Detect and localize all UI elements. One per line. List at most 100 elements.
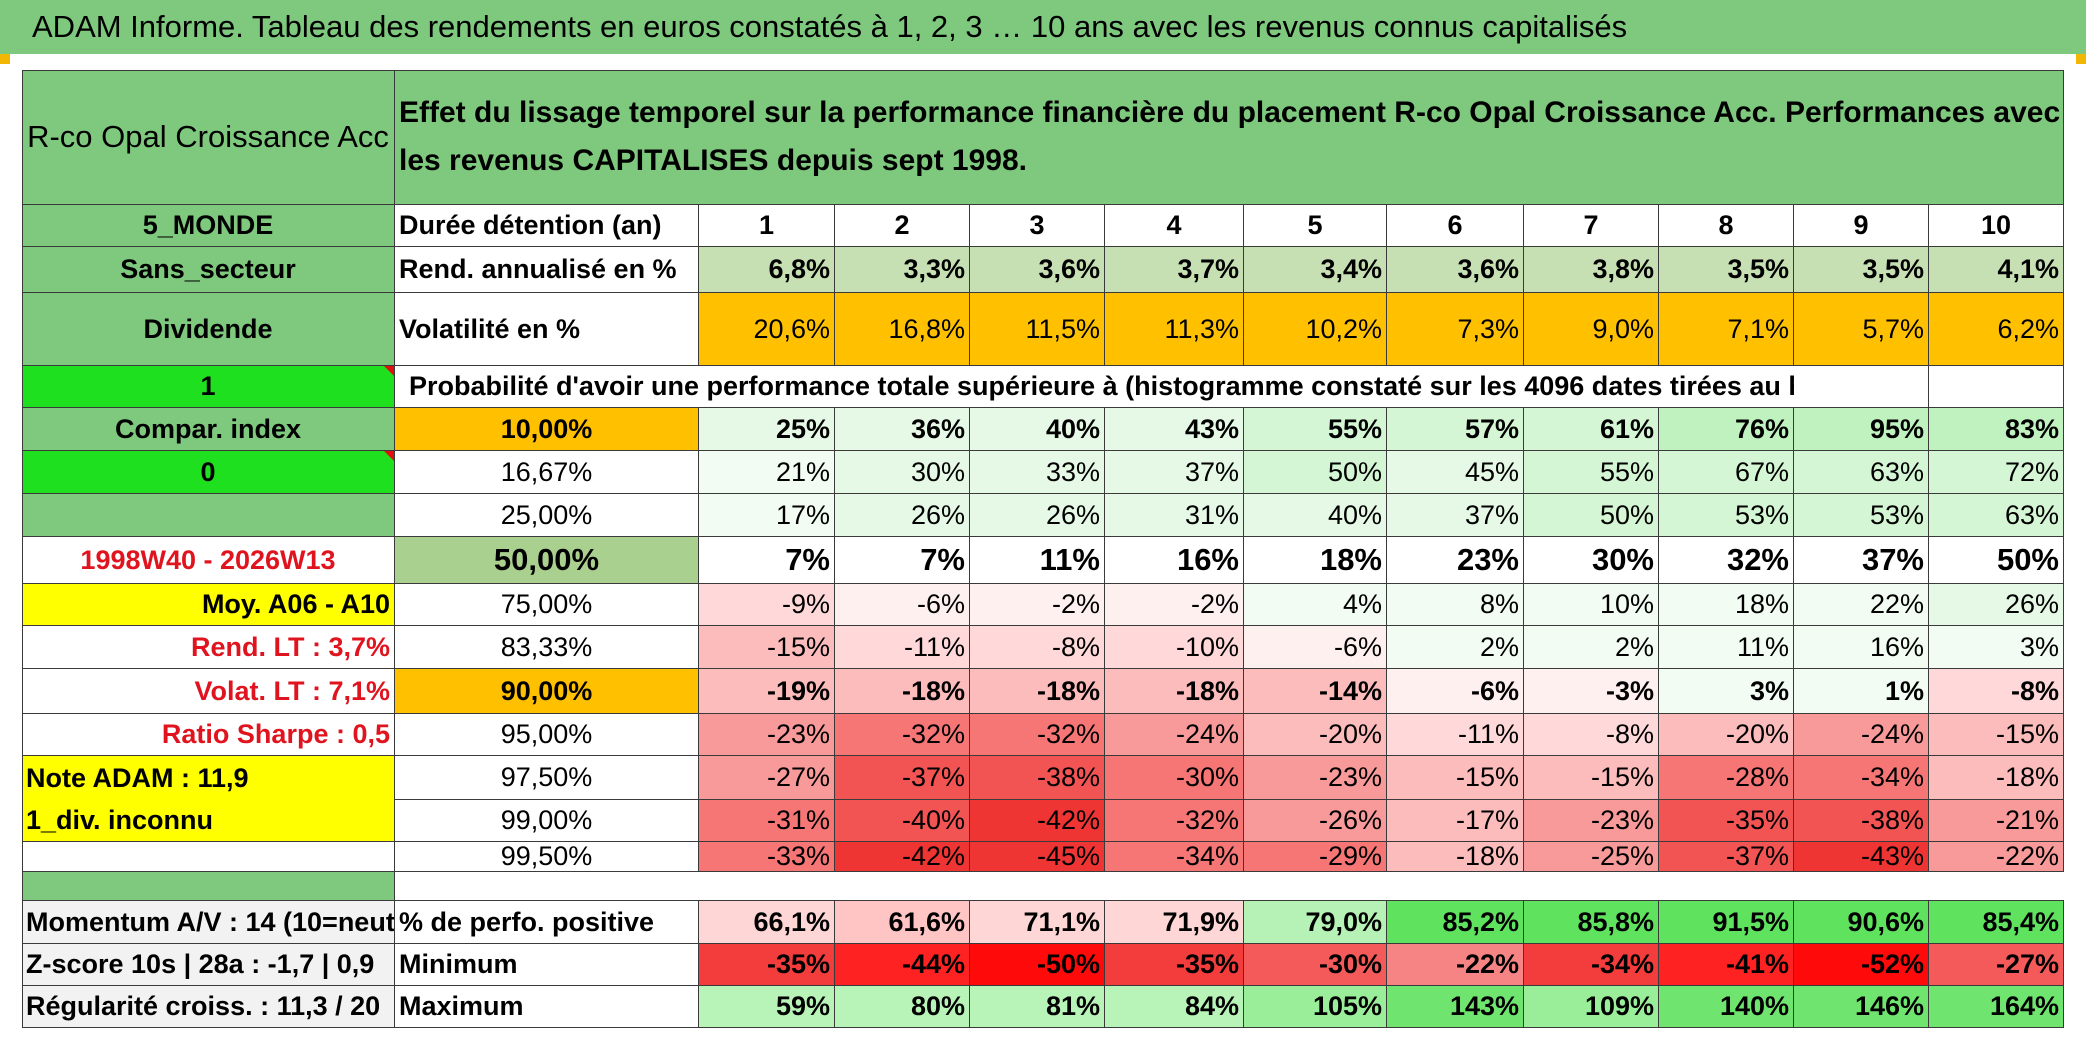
percentile-value: -21%: [1929, 800, 2064, 842]
percentile-value: -34%: [1105, 842, 1244, 872]
percentile-value: 3%: [1929, 626, 2064, 669]
year-header: 2: [835, 205, 970, 247]
long-term-volatility: Volat. LT : 7,1%: [22, 669, 395, 714]
percentile-value: -24%: [1794, 714, 1929, 756]
percentile-value: 36%: [835, 408, 970, 451]
percentile-value: -15%: [699, 626, 835, 669]
percentile-value: -30%: [1105, 756, 1244, 800]
spacer: [395, 872, 2064, 901]
year-header: 5: [1244, 205, 1387, 247]
positive-perf-value: 71,9%: [1105, 901, 1244, 944]
percentile-value: 4%: [1244, 584, 1387, 626]
maximum-value: 80%: [835, 986, 970, 1028]
minimum-value: -41%: [1659, 944, 1794, 986]
description: Effet du lissage temporel sur la perform…: [395, 70, 2064, 205]
percentile-value: -31%: [699, 800, 835, 842]
minimum-value: -44%: [835, 944, 970, 986]
percentile-value: 33%: [970, 451, 1105, 494]
percentile-value: -14%: [1244, 669, 1387, 714]
flag-one: 1: [22, 366, 395, 408]
positive-perf-value: 66,1%: [699, 901, 835, 944]
percentile-value: 72%: [1929, 451, 2064, 494]
percentile-value: -15%: [1387, 756, 1524, 800]
percentile-value: -8%: [1929, 669, 2064, 714]
percentile-value: -24%: [1105, 714, 1244, 756]
year-header: 3: [970, 205, 1105, 247]
year-header: 10: [1929, 205, 2064, 247]
percentile-value: 40%: [1244, 494, 1387, 537]
dividend-label: Dividende: [22, 293, 395, 366]
percentile-value: -2%: [1105, 584, 1244, 626]
average-label: Moy. A06 - A10: [22, 584, 395, 626]
empty-cell: [1929, 366, 2064, 408]
percentile-value: -38%: [970, 756, 1105, 800]
percentile-value: 17%: [699, 494, 835, 537]
percentile-value: 32%: [1659, 537, 1794, 584]
volatility-value: 5,7%: [1794, 293, 1929, 366]
minimum-value: -35%: [1105, 944, 1244, 986]
percentile-value: 11%: [970, 537, 1105, 584]
percentile-value: 57%: [1387, 408, 1524, 451]
percentile-value: 26%: [1929, 584, 2064, 626]
percentile-label: 75,00%: [395, 584, 699, 626]
corner-marker: [2076, 54, 2086, 64]
percentile-value: -33%: [699, 842, 835, 872]
annualized-return: 3,6%: [970, 247, 1105, 293]
percentile-value: 22%: [1794, 584, 1929, 626]
percentile-label: 99,50%: [395, 842, 699, 872]
empty-cell: [1794, 366, 1929, 408]
long-term-return: Rend. LT : 3,7%: [22, 626, 395, 669]
percentile-value: 43%: [1105, 408, 1244, 451]
percentile-value: 30%: [1524, 537, 1659, 584]
percentile-value: 50%: [1524, 494, 1659, 537]
percentile-value: 83%: [1929, 408, 2064, 451]
percentile-value: 2%: [1387, 626, 1524, 669]
percentile-value: -18%: [1387, 842, 1524, 872]
positive-perf-label: % de perfo. positive: [395, 901, 699, 944]
percentile-value: -6%: [1244, 626, 1387, 669]
period-label: 1998W40 - 2026W13: [22, 537, 395, 584]
percentile-value: 1%: [1794, 669, 1929, 714]
maximum-value: 140%: [1659, 986, 1794, 1028]
percentile-value: -42%: [835, 842, 970, 872]
percentile-value: -9%: [699, 584, 835, 626]
percentile-value: 37%: [1105, 451, 1244, 494]
empty-green-cell: [22, 494, 395, 537]
percentile-value: 37%: [1387, 494, 1524, 537]
volatility-value: 6,2%: [1929, 293, 2064, 366]
return-label: Rend. annualisé en %: [395, 247, 699, 293]
percentile-value: 67%: [1659, 451, 1794, 494]
percentile-value: 55%: [1244, 408, 1387, 451]
percentile-value: -28%: [1659, 756, 1794, 800]
volatility-value: 20,6%: [699, 293, 835, 366]
year-header: 1: [699, 205, 835, 247]
percentile-value: 53%: [1794, 494, 1929, 537]
positive-perf-value: 90,6%: [1794, 901, 1929, 944]
minimum-value: -35%: [699, 944, 835, 986]
percentile-value: -18%: [1929, 756, 2064, 800]
percentile-value: 11%: [1659, 626, 1794, 669]
percentile-value: 50%: [1929, 537, 2064, 584]
positive-perf-value: 61,6%: [835, 901, 970, 944]
year-header: 9: [1794, 205, 1929, 247]
percentile-value: 45%: [1387, 451, 1524, 494]
annualized-return: 4,1%: [1929, 247, 2064, 293]
percentile-value: 7%: [699, 537, 835, 584]
percentile-value: -17%: [1387, 800, 1524, 842]
percentile-value: 10%: [1524, 584, 1659, 626]
volatility-value: 10,2%: [1244, 293, 1387, 366]
percentile-value: 3%: [1659, 669, 1794, 714]
dividend-status: 1_div. inconnu: [22, 800, 395, 842]
percentile-value: -11%: [1387, 714, 1524, 756]
annualized-return: 3,5%: [1659, 247, 1794, 293]
maximum-value: 109%: [1524, 986, 1659, 1028]
maximum-value: 59%: [699, 986, 835, 1028]
minimum-value: -34%: [1524, 944, 1659, 986]
percentile-value: -20%: [1659, 714, 1794, 756]
percentile-value: -20%: [1244, 714, 1387, 756]
percentile-value: -37%: [1659, 842, 1794, 872]
maximum-value: 146%: [1794, 986, 1929, 1028]
percentile-value: -19%: [699, 669, 835, 714]
percentile-value: -10%: [1105, 626, 1244, 669]
volatility-value: 7,1%: [1659, 293, 1794, 366]
